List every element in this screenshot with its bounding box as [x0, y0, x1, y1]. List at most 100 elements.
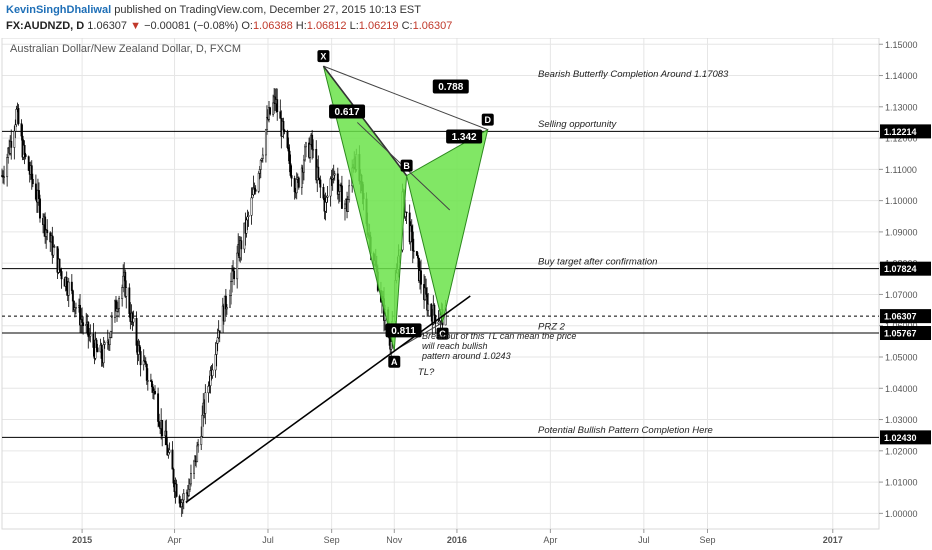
- ratio-badge: [432, 79, 469, 94]
- candle-body: [171, 449, 174, 470]
- candle-body: [71, 290, 74, 302]
- candle-body: [225, 307, 228, 310]
- pattern-point-label: A: [391, 357, 398, 367]
- candle-body: [265, 116, 268, 131]
- candle-body: [178, 496, 181, 504]
- candle-body: [231, 268, 233, 282]
- candle-body: [201, 414, 204, 437]
- candle-body: [283, 129, 286, 132]
- ratio-badge: [329, 104, 366, 119]
- candle-body: [59, 269, 62, 272]
- support-trendline[interactable]: [185, 295, 471, 504]
- candle-body: [276, 99, 279, 112]
- candle-body: [146, 380, 149, 382]
- price-label: 1.02430: [884, 433, 917, 443]
- candle-body: [96, 347, 99, 353]
- publisher-link[interactable]: KevinSinghDhaliwal: [6, 4, 112, 16]
- candle-body: [34, 183, 37, 200]
- candle-body: [269, 107, 271, 115]
- high-label: H:: [295, 20, 307, 32]
- butterfly-pattern: X A B C D 0.788 0.617 1.342 0.811: [317, 50, 494, 368]
- candle-body: [214, 354, 217, 371]
- time-tick-label: Jul: [638, 535, 650, 545]
- candle-body: [260, 158, 263, 161]
- candle-body: [53, 246, 56, 248]
- candle-body: [411, 231, 414, 251]
- candle-body: [52, 246, 55, 256]
- candle-body: [420, 270, 422, 285]
- candle-body: [125, 287, 128, 297]
- ratio-badge: [446, 129, 483, 144]
- candle-body: [289, 163, 292, 176]
- pattern-point-label: C: [439, 329, 446, 339]
- price-tick-label: 1.05000: [885, 352, 918, 362]
- candle-body: [332, 174, 335, 179]
- trendline-group[interactable]: [185, 295, 471, 504]
- candle-body: [247, 215, 250, 217]
- candle-body: [161, 420, 164, 437]
- ratio-label: 0.811: [391, 326, 416, 337]
- candle-body: [427, 303, 430, 311]
- candle-body: [197, 444, 200, 447]
- pattern-triangle-bcd: [406, 128, 489, 323]
- time-axis[interactable]: 2015 Apr Jul Sep Nov 2016 Apr Jul Sep 2017: [72, 529, 843, 545]
- candle-body: [240, 240, 243, 250]
- annotation-text: Bearish Butterfly Completion Around 1.17…: [538, 69, 729, 80]
- candle-body: [158, 421, 161, 427]
- breakout-note-line: will reach bullish: [422, 341, 488, 351]
- candle-body: [254, 189, 257, 192]
- candle-body: [337, 191, 340, 195]
- time-tick-label: 2017: [823, 535, 843, 545]
- candle-body: [297, 177, 300, 188]
- candle-body: [287, 147, 290, 152]
- candle-body: [108, 337, 111, 345]
- annotation-text: Buy target after confirmation: [538, 257, 657, 268]
- candle-body: [110, 317, 113, 332]
- candle-body: [311, 134, 314, 150]
- candle-body: [329, 178, 332, 197]
- candle-body: [390, 341, 393, 350]
- candle-body: [288, 150, 291, 164]
- candle-body: [44, 216, 47, 237]
- candle-body: [188, 483, 191, 490]
- price-label-box: [880, 261, 931, 276]
- candle-body: [282, 120, 285, 131]
- candle-body: [14, 124, 17, 132]
- candle-body: [157, 393, 160, 422]
- candle-body: [70, 281, 73, 291]
- tl-question-label: TL?: [418, 367, 435, 378]
- plot-border: [1, 38, 880, 530]
- candle-body: [211, 369, 214, 377]
- price-axis[interactable]: 1.15000 1.14000 1.13000 1.12000 1.11000 1.100…: [879, 40, 931, 519]
- quote-line: FX:AUDNZD, D 1.06307 ▼ −0.00081 (−0.08%)…: [6, 20, 452, 32]
- price-chart[interactable]: X A B C D 0.788 0.617 1.342 0.811 Bearish Butter…: [0, 38, 932, 550]
- candle-body: [279, 111, 282, 119]
- annotation-text: Potential Bullish Pattern Completion Her…: [538, 425, 713, 436]
- candle-body: [180, 502, 183, 507]
- candle-body: [138, 345, 141, 352]
- candle-body: [139, 351, 142, 366]
- ratio-label: 0.617: [335, 107, 360, 118]
- candle-body: [87, 321, 90, 337]
- candle-body: [82, 322, 85, 327]
- candle-body: [236, 252, 239, 280]
- candle-body: [322, 187, 325, 199]
- candle-body: [103, 342, 106, 345]
- price-label: 1.12214: [884, 127, 917, 137]
- price-label-box: [880, 430, 931, 445]
- symbol-label[interactable]: FX:AUDNZD, D: [6, 20, 85, 32]
- price-label: 1.07824: [884, 264, 917, 274]
- ratio-label: 0.788: [438, 82, 463, 93]
- candle-body: [319, 179, 322, 188]
- candle-body: [200, 436, 203, 445]
- chart-title: Australian Dollar/New Zealand Dollar, D,…: [10, 43, 241, 55]
- candle-body: [425, 287, 428, 295]
- price-tick-label: 1.09000: [885, 227, 918, 237]
- time-tick-label: Apr: [168, 535, 182, 545]
- price-tick-label: 1.01000: [885, 478, 918, 488]
- candle-body: [60, 271, 63, 280]
- candle-body: [67, 281, 70, 296]
- candle-body: [224, 295, 227, 310]
- candle-body: [27, 156, 30, 171]
- candle-body: [257, 172, 260, 192]
